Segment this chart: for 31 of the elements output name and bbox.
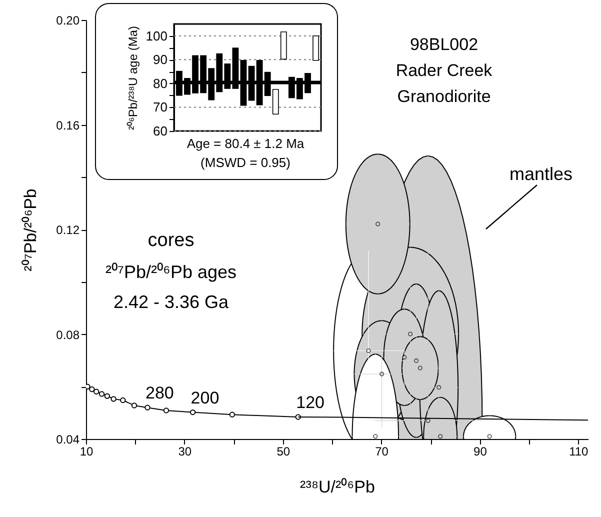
y-tick-label: 80 (153, 76, 168, 91)
annotation: cores (148, 230, 194, 251)
annotation: 120 (296, 393, 324, 412)
annotation: Granodiorite (397, 87, 491, 106)
annotation: (MSWD = 0.95) (200, 155, 292, 170)
y-tick-label: 0.12 (56, 223, 80, 237)
annotation: 280 (146, 384, 174, 403)
annotation: Rader Creek (396, 61, 493, 80)
annotation: mantles (509, 164, 573, 184)
y-tick-label: 0.08 (56, 328, 80, 342)
y-axis-title: ²⁰⁶Pb/²³⁸U age (Ma) (126, 26, 140, 130)
x-tick-label: 90 (474, 444, 488, 458)
annotation: Age = 80.4 ± 1.2 Ma (186, 136, 304, 151)
annotation: ²⁰⁷Pb/²⁰⁶Pb ages (106, 262, 236, 282)
y-tick-label: 0.04 (56, 432, 80, 446)
x-tick-label: 70 (375, 444, 389, 458)
x-tick-label: 110 (569, 444, 589, 458)
x-tick-label: 50 (276, 444, 290, 458)
y-tick-label: 0.20 (56, 14, 80, 28)
annotation: 2.42 - 3.36 Ga (113, 292, 230, 312)
y-tick-label: 0.16 (56, 118, 80, 132)
y-tick-label: 100 (146, 28, 168, 44)
y-axis-title: ²⁰⁷Pb/²⁰⁶Pb (21, 188, 40, 272)
y-tick-label: 90 (153, 52, 168, 68)
x-tick-label: 30 (178, 444, 192, 458)
y-tick-label: 70 (153, 100, 168, 115)
x-axis-title: ²³⁸U/²⁰⁶Pb (300, 478, 375, 496)
x-tick-label: 10 (80, 444, 94, 458)
annotation: 98BL002 (410, 35, 478, 54)
y-tick-label: 60 (153, 124, 168, 138)
annotation: 200 (190, 388, 220, 408)
